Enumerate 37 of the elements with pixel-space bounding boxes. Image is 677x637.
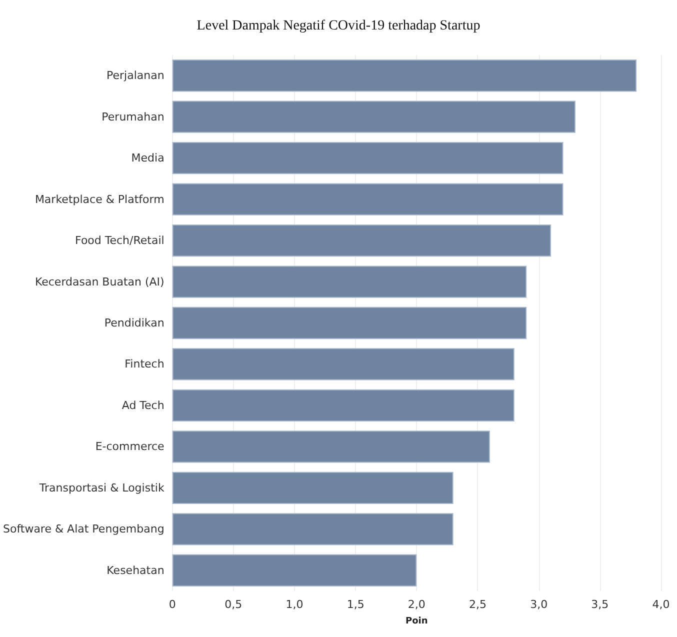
x-axis-title: Poin — [406, 616, 428, 626]
y-tick-label: Perumahan — [102, 110, 164, 124]
x-tick-label: 1,5 — [346, 598, 364, 611]
x-tick-label: 0,5 — [224, 598, 242, 611]
y-tick-label: Ad Tech — [122, 398, 164, 412]
y-tick-label: Marketplace & Platform — [34, 192, 164, 206]
x-tick-label: 3,0 — [530, 598, 548, 611]
y-tick-label: Pendidikan — [104, 316, 164, 330]
bar — [172, 266, 527, 298]
bar — [172, 100, 576, 133]
x-tick-label: 3,5 — [591, 598, 609, 611]
bar — [172, 224, 552, 257]
x-tick-label: 4,0 — [652, 598, 670, 611]
bar — [172, 513, 454, 546]
x-tick-label: 2,0 — [408, 598, 426, 611]
y-tick-label: Fintech — [124, 358, 164, 371]
bar — [172, 430, 490, 463]
bar — [172, 472, 454, 504]
y-tick-label: E-commerce — [95, 440, 165, 454]
bar — [172, 306, 527, 340]
y-tick-label: Food Tech/Retail — [75, 234, 164, 248]
bar — [172, 183, 564, 216]
bar — [172, 142, 564, 174]
bar — [172, 348, 514, 380]
y-tick-label: Kecerdasan Buatan (AI) — [34, 275, 164, 288]
x-tick-label: 0 — [168, 598, 176, 611]
chart-title: Level Dampak Negatif COvid-19 terhadap Startup — [196, 18, 480, 34]
y-tick-label: Media — [131, 152, 164, 165]
y-tick-label: Perjalanan — [106, 69, 164, 82]
x-tick-label: 2,5 — [468, 598, 486, 611]
y-tick-label: Software & Alat Pengembang — [2, 522, 164, 536]
x-tick-label: 1,0 — [286, 598, 304, 611]
y-tick-label: Kesehatan — [106, 564, 164, 577]
y-tick-label: Transportasi & Logistik — [38, 481, 165, 494]
bar — [172, 554, 417, 586]
bar — [172, 389, 514, 422]
bar — [172, 60, 637, 92]
